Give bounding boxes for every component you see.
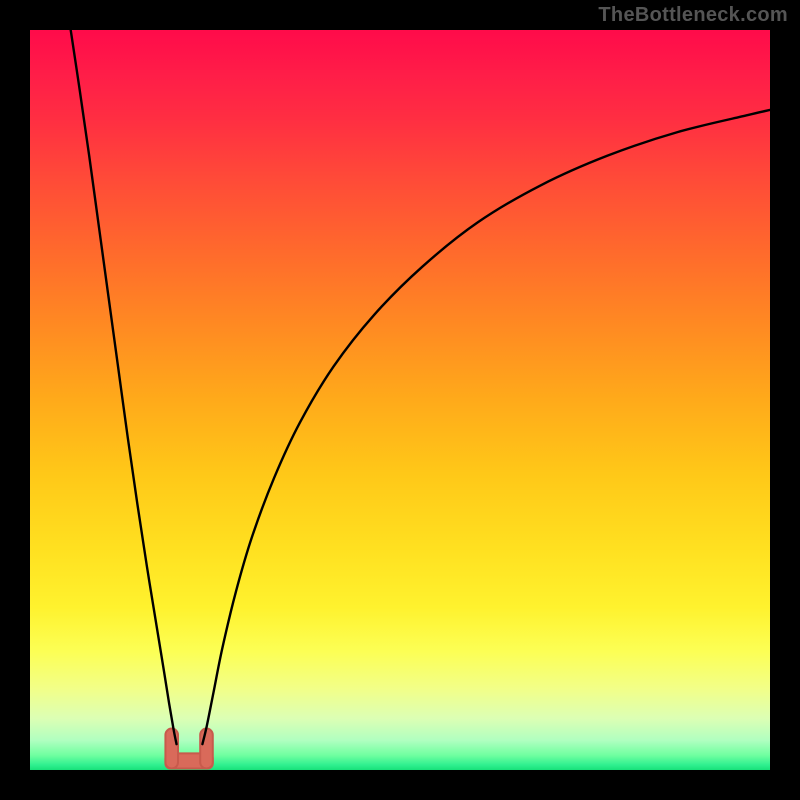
plot-background	[30, 30, 770, 770]
figure-root: TheBottleneck.com	[0, 0, 800, 800]
plot-svg	[30, 30, 770, 770]
plot-area	[30, 30, 770, 770]
watermark-text: TheBottleneck.com	[598, 4, 788, 27]
